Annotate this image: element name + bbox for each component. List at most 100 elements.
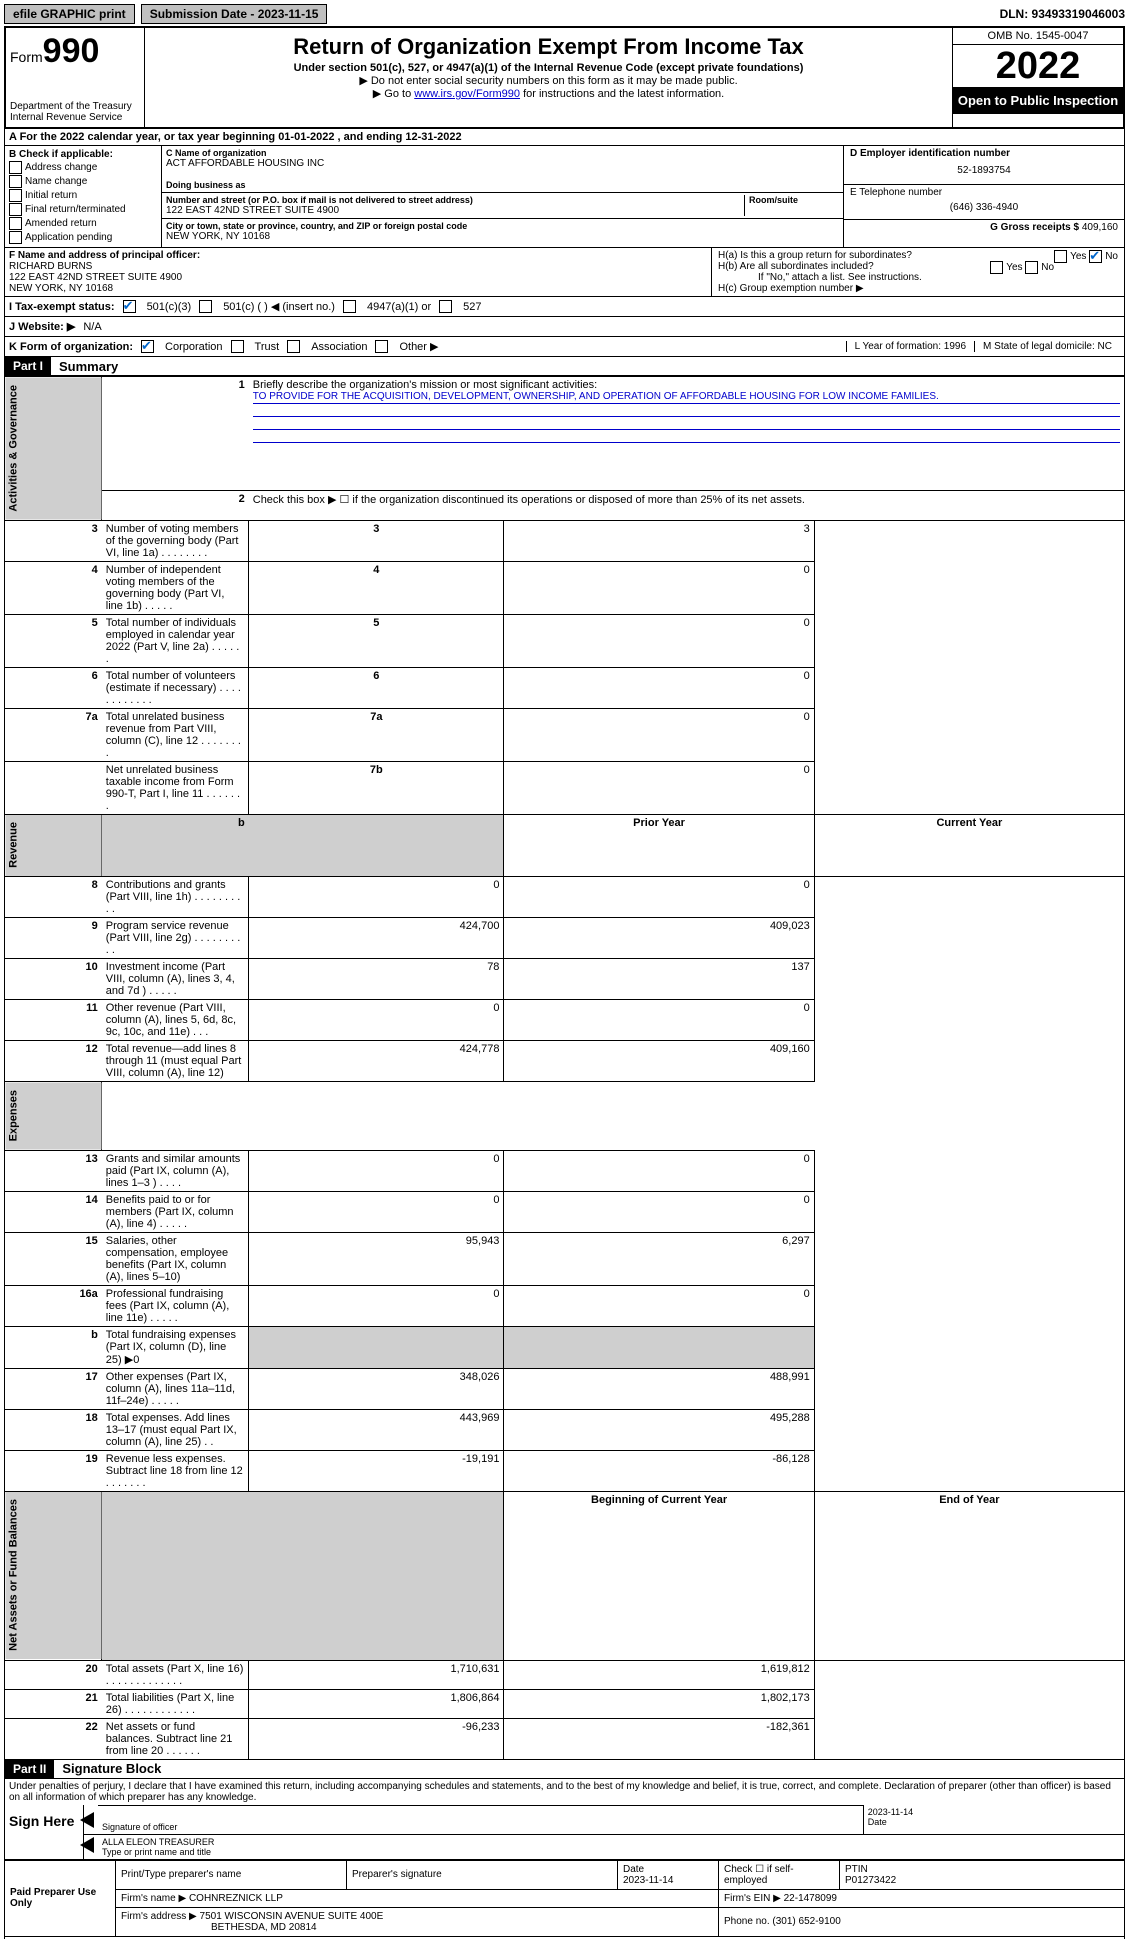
- line-num: 20: [5, 1660, 102, 1689]
- note2-pre: ▶ Go to: [373, 88, 414, 100]
- form-right-block: OMB No. 1545-0047 2022 Open to Public In…: [952, 28, 1123, 127]
- officer-addr1: 122 EAST 42ND STREET SUITE 4900: [9, 272, 182, 283]
- line-prior: -19,191: [249, 1450, 504, 1491]
- sig-arrow-icon: [80, 1812, 94, 1828]
- form-note-2: ▶ Go to www.irs.gov/Form990 for instruct…: [149, 87, 948, 100]
- line-num: 14: [5, 1191, 102, 1232]
- line-desc: Total unrelated business revenue from Pa…: [102, 708, 249, 761]
- form-org-label: K Form of organization:: [9, 341, 133, 353]
- chk-hb-yes[interactable]: [990, 261, 1003, 274]
- line-desc: Grants and similar amounts paid (Part IX…: [102, 1150, 249, 1191]
- line-prior: 95,943: [249, 1232, 504, 1285]
- line-current: 488,991: [504, 1368, 814, 1409]
- chk-other[interactable]: [375, 340, 388, 353]
- line-current: 0: [504, 1191, 814, 1232]
- paid-h3v: 2023-11-14: [623, 1875, 673, 1886]
- chk-initial-return[interactable]: [9, 189, 22, 202]
- line-num: 15: [5, 1232, 102, 1285]
- signature-declaration: Under penalties of perjury, I declare th…: [5, 1779, 1124, 1805]
- row-k-form-org: K Form of organization: Corporation Trus…: [4, 337, 1125, 357]
- line-val: 0: [504, 667, 814, 708]
- row-i-tax-status: I Tax-exempt status: 501(c)(3) 501(c) ( …: [4, 297, 1125, 317]
- line-num: 18: [5, 1409, 102, 1450]
- line-num: 10: [5, 959, 102, 1000]
- lbl-initial-return: Initial return: [25, 190, 77, 201]
- chk-hb-no[interactable]: [1025, 261, 1038, 274]
- part-i-title: Summary: [51, 359, 118, 374]
- public-inspection: Open to Public Inspection: [953, 87, 1123, 114]
- line-current: 0: [504, 1150, 814, 1191]
- line-val: 0: [504, 761, 814, 814]
- chk-app-pending[interactable]: [9, 231, 22, 244]
- line-box: 6: [249, 667, 504, 708]
- chk-amended-return[interactable]: [9, 217, 22, 230]
- line-num: 9: [5, 918, 102, 959]
- chk-527[interactable]: [439, 300, 452, 313]
- line-num: 11: [5, 1000, 102, 1041]
- sig-name-title: ALLA ELEON TREASURER: [102, 1837, 1120, 1847]
- chk-assoc[interactable]: [287, 340, 300, 353]
- chk-trust[interactable]: [231, 340, 244, 353]
- room-label: Room/suite: [749, 195, 839, 205]
- line-num: b: [5, 1326, 102, 1368]
- line-prior: 0: [249, 1285, 504, 1326]
- paid-h5: PTIN: [845, 1864, 868, 1875]
- lbl-app-pending: Application pending: [25, 232, 112, 243]
- state-domicile: M State of legal domicile: NC: [974, 341, 1120, 352]
- line-box: 5: [249, 614, 504, 667]
- line-desc: Total revenue—add lines 8 through 11 (mu…: [102, 1041, 249, 1082]
- tab-revenue: Revenue: [5, 814, 102, 877]
- chk-address-change[interactable]: [9, 161, 22, 174]
- mission-text: TO PROVIDE FOR THE ACQUISITION, DEVELOPM…: [253, 391, 1120, 404]
- mission-blank-2: [253, 417, 1120, 430]
- hb-label: H(b) Are all subordinates included?: [718, 261, 874, 272]
- col-b-title: B Check if applicable:: [9, 149, 157, 160]
- irs-label: Internal Revenue Service: [10, 112, 140, 123]
- form-word: Form: [10, 49, 43, 65]
- chk-name-change[interactable]: [9, 175, 22, 188]
- line-box: 4: [249, 561, 504, 614]
- mission-blank-1: [253, 404, 1120, 417]
- officer-addr2: NEW YORK, NY 10168: [9, 283, 113, 294]
- line-val: 0: [504, 614, 814, 667]
- line-current: 0: [504, 1000, 814, 1041]
- row-a-tax-year: A For the 2022 calendar year, or tax yea…: [4, 129, 1125, 146]
- chk-501c[interactable]: [199, 300, 212, 313]
- chk-ha-yes[interactable]: [1054, 250, 1067, 263]
- paid-h4: Check ☐ if self-employed: [719, 1860, 840, 1889]
- line-desc: Total fundraising expenses (Part IX, col…: [102, 1326, 249, 1368]
- line-prior: 0: [249, 1000, 504, 1041]
- line-prior: 1,806,864: [249, 1689, 504, 1718]
- dln-label: DLN: 93493319046003: [1000, 7, 1125, 21]
- lbl-501c: 501(c) ( ) ◀ (insert no.): [223, 300, 335, 313]
- chk-501c3[interactable]: [123, 300, 136, 313]
- line-prior: 1,710,631: [249, 1660, 504, 1689]
- line-desc: Net unrelated business taxable income fr…: [102, 761, 249, 814]
- paid-h5v: P01273422: [845, 1875, 896, 1886]
- lbl-address-change: Address change: [25, 162, 97, 173]
- chk-corp[interactable]: [141, 340, 154, 353]
- line-desc: Net assets or fund balances. Subtract li…: [102, 1718, 249, 1759]
- efile-button[interactable]: efile GRAPHIC print: [4, 4, 135, 24]
- phone-value: (646) 336-4940: [850, 198, 1118, 217]
- hdr-beginning-year: Beginning of Current Year: [504, 1491, 814, 1660]
- na-hdr-blank-n: [102, 1491, 249, 1660]
- line-desc: Number of voting members of the governin…: [102, 520, 249, 561]
- chk-4947[interactable]: [343, 300, 356, 313]
- chk-final-return[interactable]: [9, 203, 22, 216]
- part-ii-title: Signature Block: [54, 1761, 161, 1776]
- firm-ein: 22-1478099: [784, 1893, 837, 1904]
- form-title: Return of Organization Exempt From Incom…: [149, 34, 948, 60]
- firm-addr-label: Firm's address ▶: [121, 1911, 197, 1922]
- line-box: 7a: [249, 708, 504, 761]
- city-label: City or town, state or province, country…: [166, 221, 839, 231]
- firm-addr2: BETHESDA, MD 20814: [121, 1922, 317, 1933]
- note2-post: for instructions and the latest informat…: [520, 88, 724, 100]
- rev-hdr-blank: [249, 814, 504, 877]
- sig-arrow-icon-2: [80, 1837, 94, 1853]
- lbl-hb-no: No: [1041, 262, 1054, 273]
- irs-link[interactable]: www.irs.gov/Form990: [414, 88, 520, 100]
- line-current: [504, 1326, 814, 1368]
- line-box: 7b: [249, 761, 504, 814]
- chk-ha-no[interactable]: [1089, 250, 1102, 263]
